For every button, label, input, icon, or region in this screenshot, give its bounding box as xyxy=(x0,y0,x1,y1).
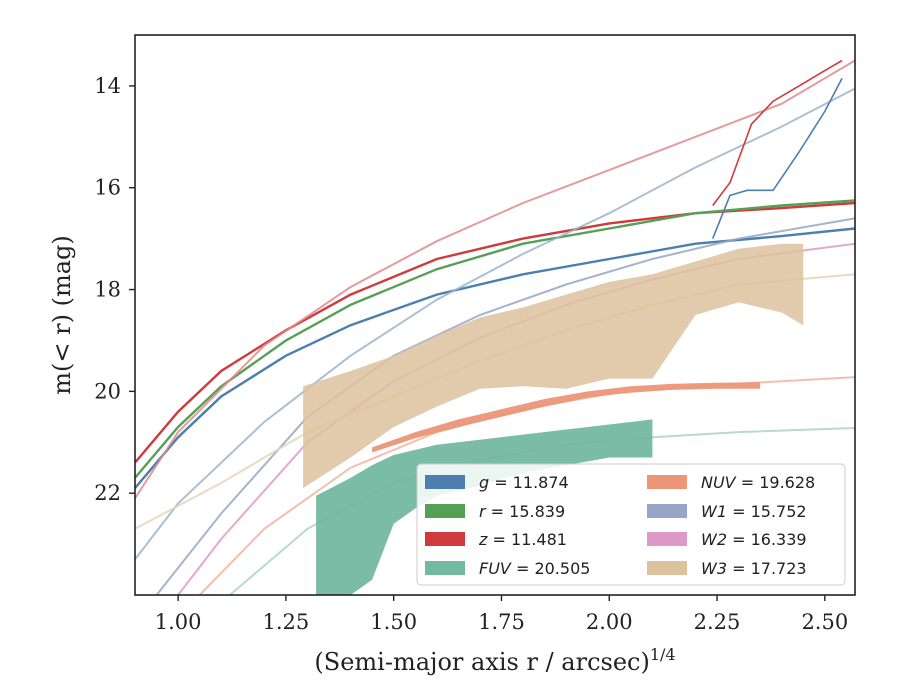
y-tick-label: 22 xyxy=(94,481,121,505)
legend-label-z: z = 11.481 xyxy=(478,530,567,549)
legend-swatch-fuv xyxy=(425,561,465,575)
legend-label-g: g = 11.874 xyxy=(479,473,569,492)
band-nuv xyxy=(372,382,761,453)
x-axis-label-superscript: 1/4 xyxy=(650,645,676,664)
legend-label-w2: W2 = 16.339 xyxy=(701,530,807,549)
legend-swatch-z xyxy=(425,532,465,546)
legend-swatch-nuv xyxy=(647,475,687,489)
y-tick-label: 18 xyxy=(94,278,121,302)
x-tick-label: 2.00 xyxy=(586,610,633,634)
observed-line-g xyxy=(711,77,843,239)
band-w3 xyxy=(303,243,804,489)
legend: g = 11.874 r = 15.839 z = 11.481 FUV = 20.5… xyxy=(416,463,846,586)
x-tick-label: 1.25 xyxy=(263,610,310,634)
y-axis-label: m(< r) (mag) xyxy=(48,235,76,394)
x-tick-label: 2.25 xyxy=(694,610,741,634)
x-axis-label: (Semi-major axis r / arcsec)1/4 xyxy=(314,645,675,676)
legend-label-nuv: NUV = 19.628 xyxy=(701,473,815,492)
x-tick-label: 1.75 xyxy=(478,610,525,634)
legend-swatch-w2 xyxy=(647,532,687,546)
x-axis: 1.00 1.25 1.50 1.75 2.00 2.25 2.50 xyxy=(155,595,848,634)
x-tick-label: 1.50 xyxy=(370,610,417,634)
legend-swatch-r xyxy=(425,504,465,518)
y-tick-label: 14 xyxy=(94,74,121,98)
band-fuv xyxy=(316,419,653,595)
plot-frame xyxy=(134,34,856,596)
plot-area xyxy=(135,59,855,595)
legend-box xyxy=(416,463,846,586)
legend-swatch-g xyxy=(425,475,465,489)
model-curve-w1-5 xyxy=(155,217,855,595)
x-tick-label: 1.00 xyxy=(155,610,202,634)
y-tick-label: 20 xyxy=(94,379,121,403)
legend-label-w3: W3 = 17.723 xyxy=(701,559,807,578)
legend-label-w1: W1 = 15.752 xyxy=(701,502,807,521)
model-curve-z-3 xyxy=(135,59,855,499)
y-tick-label: 16 xyxy=(94,176,121,200)
observed-line-z xyxy=(712,59,843,206)
y-axis: 14 16 18 20 22 xyxy=(94,74,135,505)
legend-label-fuv: FUV = 20.505 xyxy=(479,559,590,578)
legend-swatch-w3 xyxy=(647,561,687,575)
legend-label-r: r = 15.839 xyxy=(479,502,565,521)
x-tick-label: 2.50 xyxy=(801,610,848,634)
model-curve-g-4 xyxy=(135,87,855,561)
legend-swatch-w1 xyxy=(647,504,687,518)
